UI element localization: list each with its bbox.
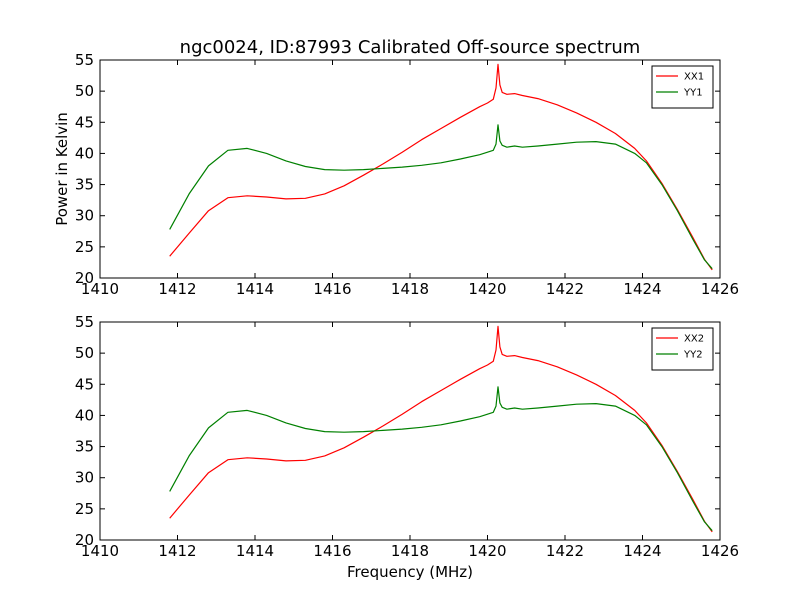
y-tick-label: 50 — [75, 82, 94, 100]
x-tick-label: 1420 — [468, 542, 506, 560]
x-tick-label: 1424 — [623, 280, 661, 298]
legend-label: XX2 — [684, 334, 704, 345]
x-tick-label: 1418 — [391, 280, 429, 298]
legend-label: YY1 — [683, 88, 703, 99]
x-tick-label: 1412 — [158, 280, 196, 298]
y-tick-label: 30 — [75, 207, 94, 225]
series-line-XX1 — [169, 63, 713, 271]
legend-box — [651, 327, 714, 371]
y-tick-label: 20 — [75, 531, 94, 549]
x-tick-label: 1418 — [391, 542, 429, 560]
legend-label: XX1 — [684, 72, 704, 83]
x-axis-label: Frequency (MHz) — [347, 563, 473, 581]
plot-frame — [99, 321, 721, 541]
legend-box — [651, 65, 714, 109]
x-tick-label: 1416 — [313, 280, 351, 298]
y-tick-label: 50 — [75, 344, 94, 362]
x-tick-label: 1414 — [236, 280, 274, 298]
y-axis-label: Power in Kelvin — [53, 112, 71, 226]
y-tick-label: 40 — [75, 406, 94, 424]
x-tick-label: 1416 — [313, 542, 351, 560]
chart-title: ngc0024, ID:87993 Calibrated Off-source … — [180, 37, 641, 58]
y-tick-label: 20 — [75, 269, 94, 287]
x-tick-label: 1412 — [158, 542, 196, 560]
y-tick-label: 30 — [75, 469, 94, 487]
x-tick-label: 1426 — [701, 542, 739, 560]
bottom-panel: 1410 1412 1414 1416 1418 1420 1422 1424 1426 20 25… — [75, 313, 739, 560]
y-tick-label: 55 — [75, 51, 94, 69]
y-tick-label: 25 — [75, 500, 94, 518]
y-tick-label: 45 — [75, 113, 94, 131]
series-line-XX2 — [169, 325, 713, 533]
x-tick-label: 1410 — [81, 542, 119, 560]
y-tick-label: 35 — [75, 176, 94, 194]
top-panel: 1410 1412 1414 1416 1418 1420 1422 1424 1426 20 25… — [75, 51, 739, 298]
plot-frame — [99, 59, 721, 279]
y-tick-label: 35 — [75, 438, 94, 456]
x-tick-label: 1410 — [81, 280, 119, 298]
x-tick-label: 1420 — [468, 280, 506, 298]
x-tick-label: 1424 — [623, 542, 661, 560]
y-tick-label: 25 — [75, 238, 94, 256]
x-tick-label: 1422 — [546, 542, 584, 560]
x-tick-label: 1414 — [236, 542, 274, 560]
series-line-YY2 — [169, 386, 713, 532]
x-tick-label: 1422 — [546, 280, 584, 298]
y-tick-label: 40 — [75, 144, 94, 162]
y-tick-label: 45 — [75, 375, 94, 393]
y-tick-label: 55 — [75, 313, 94, 331]
x-tick-label: 1426 — [701, 280, 739, 298]
legend-label: YY2 — [683, 350, 703, 361]
series-line-YY1 — [169, 124, 713, 270]
